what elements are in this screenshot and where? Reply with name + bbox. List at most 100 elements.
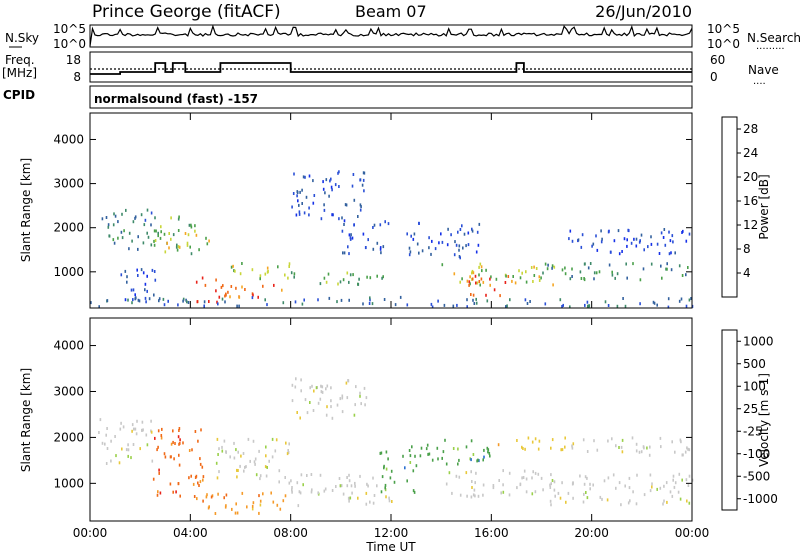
velocity-cell [624, 484, 626, 488]
power-cell [416, 242, 419, 246]
velocity-cell [557, 491, 560, 495]
velocity-cell [611, 437, 613, 441]
power-cell [235, 286, 237, 290]
velocity-cell [674, 450, 676, 454]
power-cell [469, 275, 471, 279]
power-cell [538, 275, 541, 279]
power-cell [552, 283, 554, 287]
power-cell [408, 253, 411, 257]
power-cell [532, 280, 534, 283]
power-cell [482, 280, 485, 284]
power-cell [273, 283, 275, 287]
velocity-cell [291, 490, 293, 494]
power-cell [349, 236, 352, 240]
velocity-y-axis: 1000 2000 3000 4000 [53, 339, 692, 490]
power-cell [479, 262, 482, 266]
velocity-cell [201, 465, 204, 469]
velocity-cell [348, 499, 350, 503]
velocity-cell [470, 458, 472, 462]
velocity-cell [350, 484, 353, 488]
velocity-cell [586, 476, 588, 480]
power-colorbar-label: 28 [743, 122, 758, 136]
velocity-cell [612, 473, 615, 477]
power-cell [160, 225, 162, 229]
power-cell [540, 276, 542, 280]
velocity-cell [132, 443, 135, 446]
nsky-trace [89, 24, 693, 47]
power-cell [312, 201, 315, 205]
velocity-cell [409, 461, 412, 464]
power-cell [584, 303, 586, 307]
velocity-cell [177, 482, 180, 485]
velocity-cell [492, 484, 495, 487]
power-cell [167, 299, 169, 303]
power-cell [485, 293, 487, 297]
power-cell [688, 232, 691, 236]
power-cell [369, 276, 372, 280]
power-cell [542, 271, 544, 275]
power-cell [455, 243, 458, 247]
nave-label: Nave [748, 63, 779, 77]
velocity-xtick-label: 04:00 [173, 526, 208, 540]
velocity-cell [291, 399, 294, 403]
velocity-cell [326, 405, 328, 409]
power-cell [153, 229, 156, 233]
power-cell [105, 216, 108, 219]
power-cell [142, 271, 145, 275]
power-cell [592, 242, 595, 246]
velocity-cell [599, 495, 602, 499]
power-cell [132, 220, 135, 224]
power-cell [580, 277, 583, 280]
power-cell [593, 277, 595, 281]
power-cell [293, 275, 295, 279]
velocity-cell [369, 500, 371, 504]
power-cell [215, 278, 217, 282]
power-cell [126, 275, 128, 279]
velocity-cell [160, 436, 163, 440]
power-cell [478, 273, 480, 277]
date-label: 26/Jun/2010 [595, 2, 692, 21]
power-cell [296, 190, 299, 194]
power-cell [593, 271, 596, 275]
power-cell [128, 231, 131, 235]
velocity-cell [141, 420, 144, 424]
velocity-cell [223, 439, 226, 443]
velocity-cell [182, 441, 184, 445]
power-cell [305, 195, 308, 199]
power-cell [690, 297, 692, 300]
velocity-cell [145, 433, 148, 437]
power-cell [264, 272, 267, 276]
power-cell [624, 304, 627, 308]
power-cell [688, 298, 691, 302]
power-cell [175, 245, 178, 249]
power-cell [471, 277, 474, 281]
velocity-cell [346, 396, 349, 400]
power-cell [667, 305, 670, 309]
power-colorbar-title: Power [dB] [757, 174, 771, 239]
velocity-cell [404, 466, 406, 470]
power-cell [529, 300, 531, 303]
velocity-cell [320, 384, 322, 388]
power-cell [208, 239, 210, 243]
velocity-cell [340, 484, 343, 488]
power-cell [350, 233, 352, 237]
velocity-cell [150, 430, 153, 434]
velocity-colorbar-label: 100 [743, 379, 766, 393]
velocity-cell [549, 486, 552, 489]
velocity-cell [294, 385, 297, 389]
power-cell [639, 239, 641, 243]
velocity-cell [251, 504, 254, 508]
velocity-colorbar-label: 1000 [743, 334, 774, 348]
velocity-cell [359, 391, 361, 395]
velocity-cell [235, 502, 237, 506]
velocity-cell [381, 475, 384, 479]
power-cell [595, 271, 598, 275]
velocity-cell [158, 468, 160, 472]
power-cell [571, 275, 573, 278]
velocity-cell [412, 489, 415, 493]
power-cell [632, 262, 634, 266]
power-cell [177, 303, 179, 307]
power-cell [639, 302, 641, 306]
power-cell [635, 237, 638, 241]
power-cell [466, 298, 468, 302]
